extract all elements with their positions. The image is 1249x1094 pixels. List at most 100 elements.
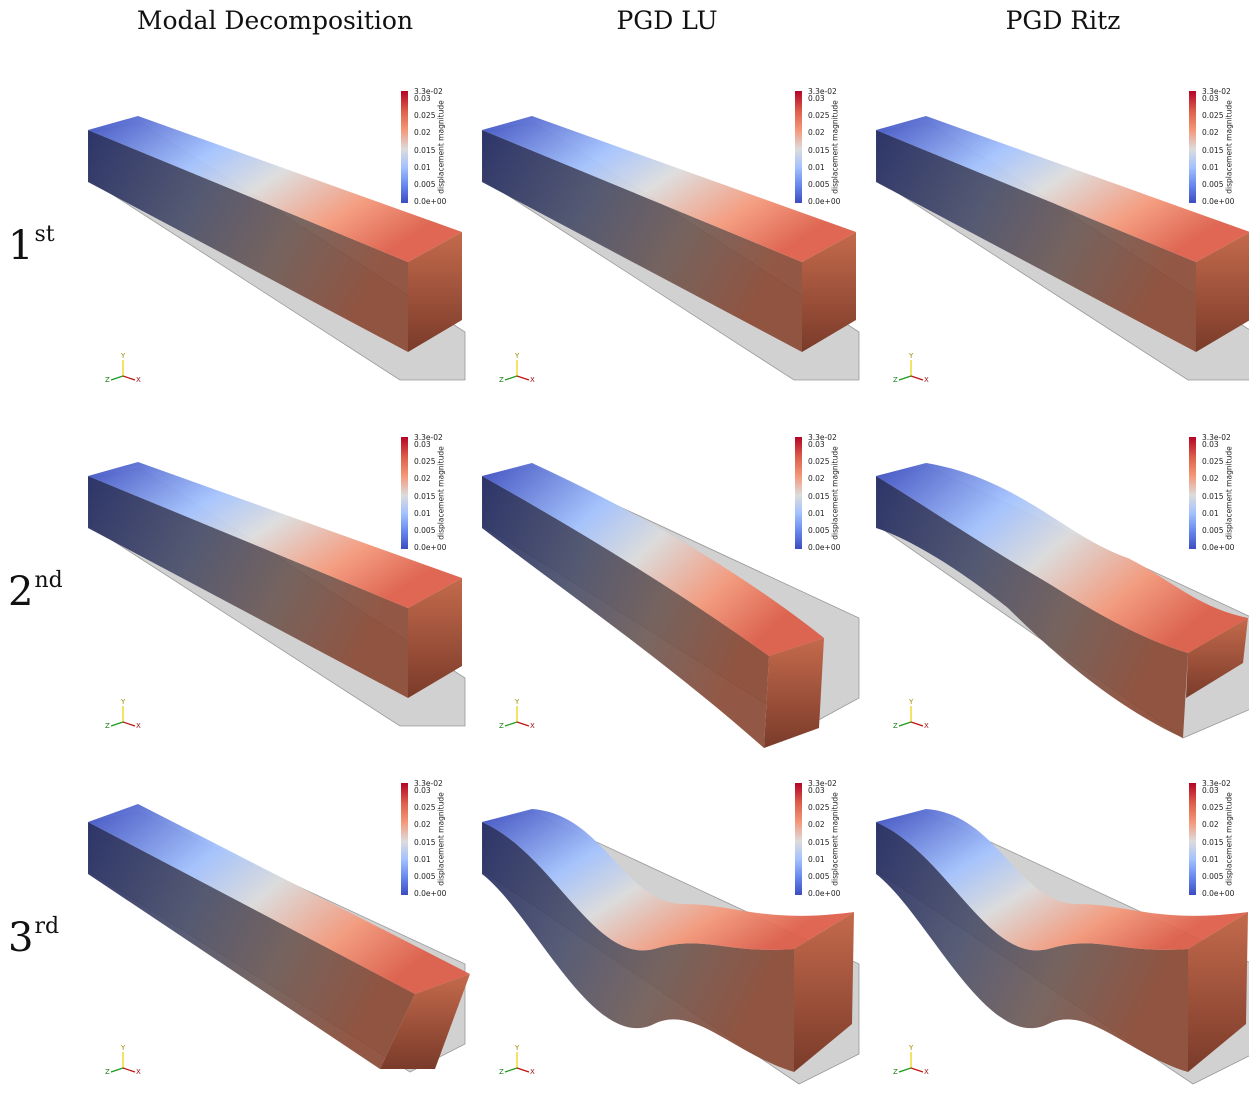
colorbar-tick-label: 0.0e+00 (414, 543, 447, 552)
axis-x-label: X (136, 722, 141, 730)
colorbar-tick-label: 0.025 (1202, 457, 1224, 466)
colorbar-tick-label: 0.02 (1202, 474, 1219, 483)
colorbar-tick-label: 0.025 (1202, 111, 1224, 120)
colorbar-tick-label: 3.3e-02 (808, 433, 837, 442)
colorbar-tick-label: 0.0e+00 (1202, 543, 1235, 552)
colorbar-tick-label: 0.03 (414, 440, 431, 449)
colorbar-title: displacement magnitude (436, 792, 446, 886)
beam-end-face (1188, 912, 1248, 1072)
beam-panel-r2-c2: Y Z X 3.3e-02 0.03 0.025 0.02 0.015 0.01 0.005 0.0… (474, 408, 869, 748)
colorbar-tick-label: 0.01 (414, 509, 431, 518)
colorbar-tick-label: 0.0e+00 (414, 889, 447, 898)
colorbar-tick-label: 0.0e+00 (808, 889, 841, 898)
beam-side-face (482, 130, 802, 352)
axis-z-label: Z (499, 1068, 504, 1076)
colorbar-tick-label: 0.015 (414, 146, 436, 155)
beam-side-face (88, 822, 415, 1069)
colorbar-gradient (401, 783, 408, 895)
row-label-3: 3rd (8, 914, 60, 961)
axis-x-label: X (136, 1068, 141, 1076)
colorbar-tick-label: 0.025 (414, 457, 436, 466)
beam-render (482, 116, 860, 381)
beam-panel-r1-c3: Y Z X 3.3e-02 0.03 0.025 0.02 0.015 0.01 0.005 0.0… (868, 62, 1249, 402)
colorbar-tick-label: 0.02 (808, 474, 825, 483)
colorbar-tick-label: 0.01 (414, 163, 431, 172)
beam-side-face (88, 476, 408, 698)
beam-top-face (88, 804, 470, 994)
colorbar-title: displacement magnitude (1224, 792, 1234, 886)
colorbar-title: displacement magnitude (1224, 100, 1234, 194)
beam-top-face (88, 462, 462, 608)
beam-panel-r3-c2: Y Z X 3.3e-02 0.03 0.025 0.02 0.015 0.01 0.005 0.0… (474, 754, 869, 1094)
axis-z-label: Z (105, 1068, 110, 1076)
colorbar-tick-label: 0.01 (808, 163, 825, 172)
beam-side-face (876, 130, 1196, 352)
colorbar-tick-label: 0.025 (414, 803, 436, 812)
axis-y-label: Y (121, 352, 126, 360)
axis-x-label: X (530, 722, 535, 730)
beam-render (88, 462, 466, 727)
colorbar-tick-label: 0.02 (808, 128, 825, 137)
colorbar-tick-label: 0.005 (808, 180, 830, 189)
beam-end-face (408, 232, 462, 352)
colorbar-tick-label: 0.005 (1202, 872, 1224, 881)
beam-end-face (1186, 618, 1248, 698)
colorbar-tick-label: 0.01 (1202, 163, 1219, 172)
axis-x-label: X (924, 376, 929, 384)
colorbar-title: displacement magnitude (436, 446, 446, 540)
axis-x-label: X (530, 376, 535, 384)
axis-y-label: Y (909, 698, 914, 706)
beam-top-face (876, 116, 1249, 262)
colorbar-tick-label: 0.03 (1202, 94, 1219, 103)
beam-top-face (482, 809, 854, 951)
beam-render (876, 116, 1249, 381)
colorbar-tick-label: 0.02 (414, 474, 431, 483)
beam-render (88, 804, 470, 1073)
colorbar-tick-label: 0.015 (1202, 146, 1224, 155)
colorbar-tick-label: 0.025 (808, 111, 830, 120)
colorbar-tick-label: 0.03 (414, 94, 431, 103)
colorbar-tick-label: 0.02 (1202, 128, 1219, 137)
colorbar-tick-label: 0.025 (808, 457, 830, 466)
beam-render (482, 463, 860, 748)
colorbar-tick-label: 0.015 (808, 492, 830, 501)
colorbar-tick-label: 0.02 (414, 128, 431, 137)
axis-y-label: Y (909, 352, 914, 360)
colorbar-tick-label: 0.03 (1202, 786, 1219, 795)
beam-side-face (482, 822, 794, 1072)
colorbar-gradient (1189, 91, 1196, 203)
beam-panel-r3-c3: Y Z X 3.3e-02 0.03 0.025 0.02 0.015 0.01 0.005 0.0… (868, 754, 1249, 1094)
axis-z-label: Z (893, 1068, 898, 1076)
beam-panel-r1-c2: Y Z X 3.3e-02 0.03 0.025 0.02 0.015 0.01 0.005 0.0… (474, 62, 869, 402)
axis-y-label: Y (515, 698, 520, 706)
beam-render (88, 116, 466, 381)
colorbar-tick-label: 3.3e-02 (1202, 779, 1231, 788)
colorbar-gradient (1189, 437, 1196, 549)
beam-render (482, 809, 860, 1085)
beam-end-face (802, 232, 856, 352)
axis-y-label: Y (515, 1044, 520, 1052)
beam-panel-r1-c1: Y Z X 3.3e-02 0.03 0.025 0.02 0.015 0.01 0.005 0.0… (80, 62, 475, 402)
colorbar-tick-label: 0.02 (414, 820, 431, 829)
axis-x-label: X (924, 722, 929, 730)
row-label-1: 1st (8, 222, 55, 269)
colorbar-title: displacement magnitude (436, 100, 446, 194)
colorbar-tick-label: 3.3e-02 (808, 87, 837, 96)
colorbar-gradient (1189, 783, 1196, 895)
colorbar-tick-label: 0.015 (808, 146, 830, 155)
beam-top-face (482, 116, 856, 262)
colorbar-tick-label: 0.03 (414, 786, 431, 795)
axis-z-label: Z (499, 722, 504, 730)
colorbar-tick-label: 0.015 (1202, 492, 1224, 501)
colorbar-tick-label: 0.0e+00 (1202, 197, 1235, 206)
column-title-pgd-lu: PGD LU (616, 6, 718, 35)
colorbar-tick-label: 0.005 (808, 872, 830, 881)
colorbar-title: displacement magnitude (830, 100, 840, 194)
colorbar-tick-label: 3.3e-02 (1202, 87, 1231, 96)
colorbar-tick-label: 0.0e+00 (414, 197, 447, 206)
beam-side-face (876, 822, 1188, 1072)
colorbar-tick-label: 0.005 (1202, 180, 1224, 189)
beam-side-face (482, 476, 769, 748)
beam-end-face (794, 912, 854, 1072)
colorbar-tick-label: 0.015 (414, 838, 436, 847)
